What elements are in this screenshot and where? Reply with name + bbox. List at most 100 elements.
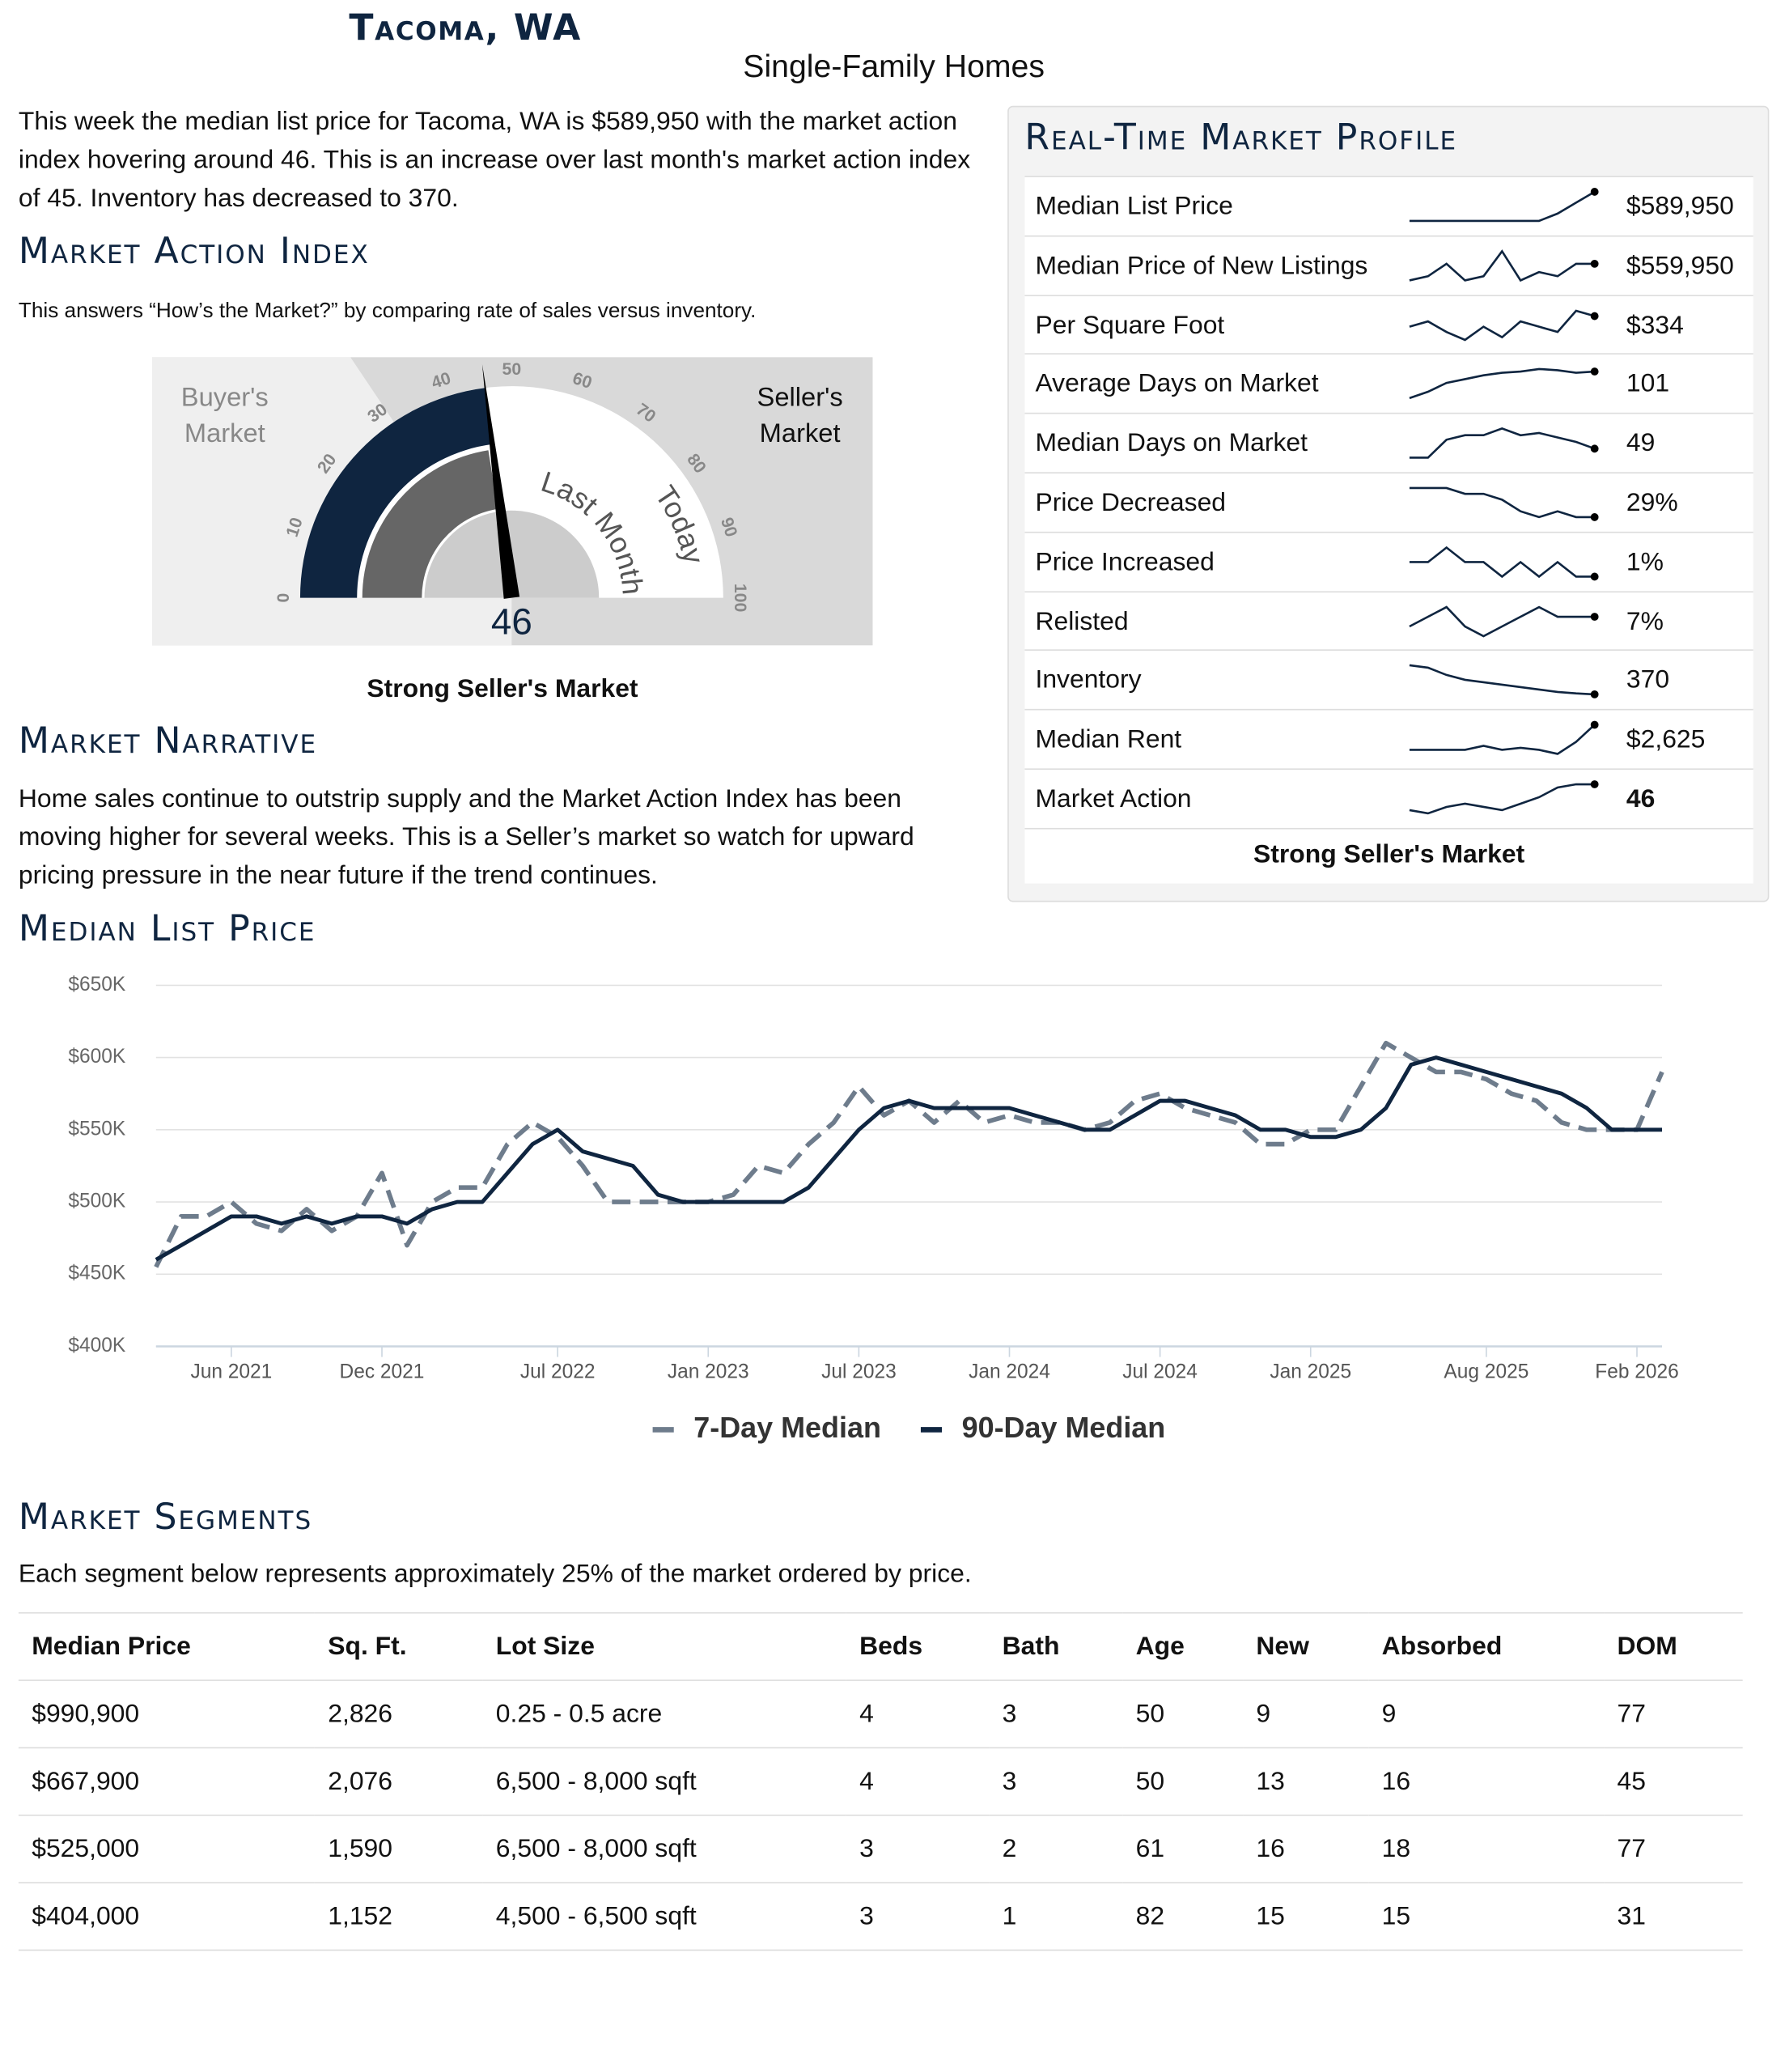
sparkline [1409, 546, 1599, 581]
sparkline-line [1409, 605, 1595, 637]
legend-item: 90-Day Median [920, 1411, 1165, 1444]
table-cell: 82 [1122, 1882, 1244, 1951]
table-cell: $667,900 [18, 1747, 315, 1816]
sparkline [1409, 720, 1599, 756]
profile-value: $559,950 [1626, 251, 1734, 281]
intro-text: This week the median list price for Taco… [18, 107, 971, 214]
needle [481, 364, 520, 599]
profile-row: Median Price of New Listings $559,950 [1024, 235, 1753, 295]
table-cell: 50 [1122, 1747, 1244, 1816]
table-cell: 3 [989, 1747, 1123, 1816]
profile-row: Price Increased 1% [1024, 531, 1753, 592]
profile-value: 101 [1626, 369, 1670, 399]
column-header: Sq. Ft. [314, 1611, 483, 1681]
column-header: Median Price [18, 1611, 315, 1681]
profile-value: $334 [1626, 310, 1684, 340]
table-cell: 6,500 - 8,000 sqft [482, 1814, 846, 1883]
gauge-value: 46 [491, 601, 532, 642]
table-cell: 50 [1122, 1679, 1244, 1749]
table-row: $525,000 1,590 6,500 - 8,000 sqft 3 2 61 16 18 7… [18, 1814, 1743, 1883]
sparkline-end [1590, 259, 1599, 268]
table-cell: 16 [1243, 1814, 1369, 1883]
profile-row: Median Rent $2,625 [1024, 709, 1753, 769]
profile-row: Median List Price $589,950 [1024, 176, 1753, 236]
sparkline-end [1590, 612, 1599, 621]
section-heading: Market Action Index [18, 231, 370, 273]
profile-label: Price Decreased [1035, 487, 1227, 517]
table-cell: 77 [1604, 1679, 1743, 1749]
sparkline-line [1409, 427, 1596, 460]
sparkline [1409, 188, 1599, 223]
column-header: New [1243, 1611, 1369, 1681]
table-cell: 0.25 - 0.5 acre [482, 1679, 846, 1749]
sparkline-line [1409, 783, 1595, 815]
table-cell: 2 [989, 1814, 1123, 1883]
sparkline-line [1409, 664, 1595, 696]
x-tick-label: Jan 2023 [668, 1361, 749, 1383]
sparkline-line [1409, 190, 1596, 223]
x-tick-label: Dec 2021 [340, 1361, 425, 1383]
x-tick-label: Jan 2024 [969, 1361, 1050, 1383]
table-cell: 2,076 [314, 1747, 483, 1816]
sparkline-end [1590, 444, 1599, 453]
profile-row: Market Action 46 [1024, 768, 1753, 828]
gauge-tick-label: 100 [731, 584, 750, 612]
table-cell: $404,000 [18, 1882, 315, 1951]
table-cell: $990,900 [18, 1679, 315, 1749]
profile-label: Price Increased [1035, 547, 1215, 577]
y-tick-label: $600K [68, 1046, 126, 1068]
table-cell: 1 [989, 1882, 1123, 1951]
profile-value: 1% [1626, 547, 1664, 577]
series-line [155, 1055, 1663, 1262]
profile-row: Median Days on Market 49 [1024, 413, 1753, 473]
table-cell: 1,152 [314, 1882, 483, 1951]
sparkline-line [1409, 546, 1595, 578]
table-cell: 45 [1604, 1747, 1743, 1816]
y-tick-label: $450K [68, 1263, 126, 1284]
sparkline-line [1409, 248, 1595, 282]
x-tick-label: Jul 2023 [821, 1361, 897, 1383]
sparkline-line [1409, 368, 1595, 400]
profile-value: $589,950 [1626, 191, 1734, 221]
legend-label: 7-Day Median [693, 1411, 881, 1444]
table-cell: 13 [1243, 1747, 1369, 1816]
profile-value: 370 [1626, 665, 1670, 695]
table-cell: 4 [846, 1747, 990, 1816]
sparkline-end [1590, 720, 1599, 729]
table-cell: 3 [846, 1882, 990, 1951]
profile-row: Inventory 370 [1024, 649, 1753, 710]
profile-value: 29% [1626, 487, 1678, 517]
page-subtitle: Single-Family Homes [743, 49, 1045, 85]
column-header: DOM [1604, 1611, 1743, 1681]
sparkline-end [1590, 367, 1599, 376]
x-tick-label: Jul 2022 [520, 1361, 596, 1383]
page-title: Tacoma, WA [349, 7, 582, 49]
y-tick-label: $500K [68, 1191, 126, 1212]
profile-label: Median Price of New Listings [1035, 251, 1368, 281]
y-tick-label: $650K [68, 974, 126, 996]
profile-label: Average Days on Market [1035, 369, 1319, 399]
table-header: Median Price Sq. Ft. Lot Size Beds Bath Age Ne… [18, 1611, 1743, 1681]
column-header: Bath [989, 1611, 1123, 1681]
x-tick-label: Feb 2026 [1595, 1361, 1679, 1383]
series-line [154, 1040, 1664, 1268]
gauge-panel: 0 10 20 30 40 50 60 70 80 90 100 Last Month Today 46 … [151, 357, 873, 646]
profile-value: $2,625 [1626, 724, 1706, 754]
table-cell: 15 [1243, 1882, 1369, 1951]
sparkline [1409, 780, 1599, 815]
table-cell: 1,590 [314, 1814, 483, 1883]
profile-label: Market Action [1035, 784, 1192, 813]
sparkline-end [1590, 311, 1599, 320]
sparkline-line [1409, 486, 1595, 519]
sparkline-end [1590, 572, 1599, 581]
table-row: $404,000 1,152 4,500 - 6,500 sqft 3 1 82 15 15 3… [18, 1882, 1743, 1951]
narrative-text: Home sales continue to outstrip supply a… [18, 784, 914, 890]
market-profile: Real-Time Market Profile Median List Pri… [1007, 105, 1770, 902]
table-cell: 18 [1368, 1814, 1605, 1883]
gauge-tick-label: 50 [502, 359, 522, 379]
table-row: $667,900 2,076 6,500 - 8,000 sqft 4 3 50 13 16 4… [18, 1747, 1743, 1816]
profile-value: 49 [1626, 428, 1656, 458]
